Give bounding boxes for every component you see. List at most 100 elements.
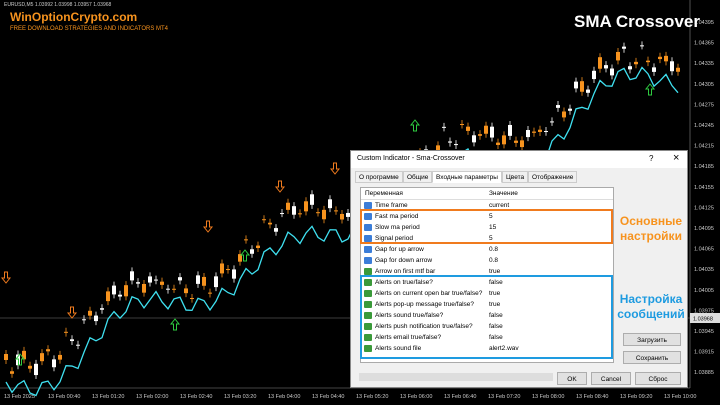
time-label: 13 Feb 07:20 bbox=[488, 394, 520, 400]
candle-body bbox=[526, 130, 530, 138]
parameter-value: alert2.wav bbox=[489, 345, 519, 352]
candle-body bbox=[160, 281, 164, 285]
time-label: 13 Feb 2025 bbox=[4, 394, 35, 400]
candle-body bbox=[244, 239, 248, 241]
candle-body bbox=[76, 344, 80, 346]
candle-body bbox=[652, 67, 656, 72]
candle-body bbox=[550, 121, 554, 123]
candle-body bbox=[226, 269, 230, 271]
candle-body bbox=[28, 365, 32, 369]
dialog-button[interactable]: Cancel bbox=[591, 372, 631, 385]
price-label: 1.04245 bbox=[694, 123, 714, 129]
parameter-value: 5 bbox=[489, 235, 493, 242]
help-button[interactable]: ? bbox=[649, 154, 654, 163]
time-label: 13 Feb 04:00 bbox=[268, 394, 300, 400]
row-icon bbox=[364, 312, 372, 319]
down-arrow bbox=[0, 271, 12, 284]
candle-body bbox=[274, 228, 278, 232]
table-row: Arrow on first mtf bar true bbox=[361, 266, 613, 277]
parameter-value: 15 bbox=[489, 224, 497, 231]
symbol-info: EURUSD,M5 1.03992 1.03998 1.03957 1.0396… bbox=[4, 2, 112, 8]
time-label: 13 Feb 08:00 bbox=[532, 394, 564, 400]
candle-body bbox=[334, 210, 338, 212]
parameter-name: Signal period bbox=[375, 235, 413, 242]
candle-body bbox=[622, 46, 626, 49]
price-label: 1.04395 bbox=[694, 20, 714, 26]
up-arrow bbox=[409, 119, 421, 132]
dialog-button[interactable]: Сброс bbox=[635, 372, 681, 385]
dialog-button[interactable]: OK bbox=[557, 372, 587, 385]
candle-body bbox=[508, 124, 512, 136]
table-row: Gap for up arrow 0.8 bbox=[361, 244, 613, 255]
table-row: Slow ma period 15 bbox=[361, 222, 613, 233]
time-label: 13 Feb 06:40 bbox=[444, 394, 476, 400]
time-label: 13 Feb 05:20 bbox=[356, 394, 388, 400]
candle-body bbox=[280, 213, 284, 215]
candle-body bbox=[628, 66, 632, 70]
candle-body bbox=[88, 310, 92, 316]
candle-body bbox=[154, 279, 158, 281]
sma-line bbox=[5, 66, 679, 397]
candle-body bbox=[100, 308, 104, 310]
candle-body bbox=[124, 285, 128, 297]
parameter-name: Alerts pop-up message true/false? bbox=[375, 301, 474, 308]
row-icon bbox=[364, 224, 372, 231]
candle-body bbox=[196, 275, 200, 284]
close-button[interactable]: × bbox=[673, 152, 680, 164]
tab[interactable]: Отображение bbox=[528, 171, 578, 183]
down-arrow bbox=[274, 180, 286, 193]
candle-body bbox=[616, 51, 620, 61]
up-arrow bbox=[169, 318, 181, 331]
parameter-name: Alerts sound true/false? bbox=[375, 312, 444, 319]
candle-body bbox=[190, 298, 194, 300]
candle-body bbox=[436, 145, 440, 151]
candle-body bbox=[46, 349, 50, 352]
tab[interactable]: Цвета bbox=[502, 171, 529, 183]
candle-body bbox=[118, 294, 122, 297]
tab[interactable]: О программе bbox=[355, 171, 403, 183]
price-label: 1.04365 bbox=[694, 41, 714, 47]
candle-body bbox=[70, 339, 74, 342]
placeholder-bar bbox=[359, 373, 553, 381]
candle-body bbox=[538, 129, 542, 132]
price-label: 1.04305 bbox=[694, 82, 714, 88]
candle-body bbox=[268, 222, 272, 225]
candle-body bbox=[298, 213, 302, 215]
candle-body bbox=[232, 269, 236, 279]
tab[interactable]: Входные параметры bbox=[432, 171, 502, 183]
candle-body bbox=[4, 354, 8, 360]
candle-body bbox=[478, 134, 482, 136]
candle-body bbox=[592, 70, 596, 80]
title-bar bbox=[351, 151, 687, 168]
parameter-value: 5 bbox=[489, 213, 493, 220]
candle-body bbox=[184, 288, 188, 294]
side-button[interactable]: Сохранить bbox=[623, 351, 681, 364]
candle-body bbox=[328, 199, 332, 209]
row-icon bbox=[364, 202, 372, 209]
parameter-value: 0.8 bbox=[489, 257, 499, 264]
candle-body bbox=[238, 254, 242, 262]
row-icon bbox=[364, 257, 372, 264]
time-label: 13 Feb 09:20 bbox=[620, 394, 652, 400]
candle-body bbox=[544, 131, 548, 133]
candle-body bbox=[64, 331, 68, 333]
parameter-value: false bbox=[489, 323, 503, 330]
price-label: 1.04185 bbox=[694, 164, 714, 170]
candle-body bbox=[106, 291, 110, 302]
candle-body bbox=[574, 81, 578, 89]
current-price-box bbox=[690, 313, 720, 323]
candle-body bbox=[532, 131, 536, 133]
row-icon bbox=[364, 268, 372, 275]
tab[interactable]: Общие bbox=[403, 171, 433, 183]
candle-body bbox=[634, 61, 638, 65]
candle-body bbox=[112, 285, 116, 295]
price-label: 1.04065 bbox=[694, 247, 714, 253]
table-row: Alerts on current open bar true/false? tr… bbox=[361, 288, 613, 299]
price-label: 1.04005 bbox=[694, 288, 714, 294]
parameter-value: false bbox=[489, 312, 503, 319]
side-button[interactable]: Загрузить bbox=[623, 333, 681, 346]
up-arrow bbox=[644, 83, 656, 96]
candle-body bbox=[676, 67, 680, 72]
candle-body bbox=[346, 212, 350, 217]
candle-body bbox=[292, 206, 296, 215]
